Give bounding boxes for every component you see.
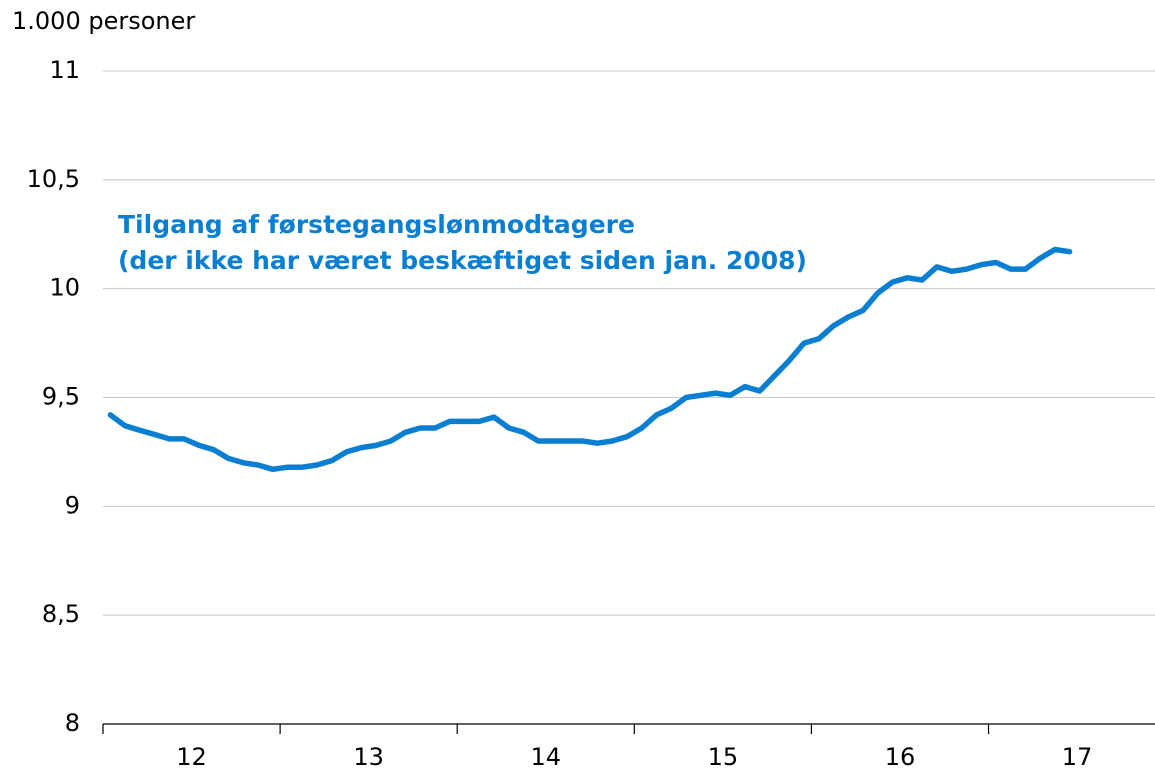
data-line: [107, 246, 1073, 473]
annotation: (der ikke har været beskæftiget siden ja…: [118, 246, 807, 275]
y-tick-label: 9: [65, 491, 80, 519]
y-tick-label: 10: [49, 274, 80, 302]
y-tick-label: 9,5: [42, 383, 80, 411]
unit-label: 1.000 personer: [12, 7, 195, 35]
x-tick-label: 12: [176, 743, 207, 771]
y-tick-label: 8,5: [42, 600, 80, 628]
x-tick-label: 14: [530, 743, 561, 771]
y-tick-label: 8: [65, 709, 80, 737]
y-tick-label: 10,5: [27, 165, 80, 193]
x-tick-label: 17: [1062, 743, 1093, 771]
y-tick-label: 11: [49, 56, 80, 84]
x-tick-label: 13: [353, 743, 384, 771]
annotation: Tilgang af førstegangslønmodtagere: [118, 210, 635, 239]
x-tick-label: 15: [708, 743, 739, 771]
x-tick-label: 16: [885, 743, 916, 771]
